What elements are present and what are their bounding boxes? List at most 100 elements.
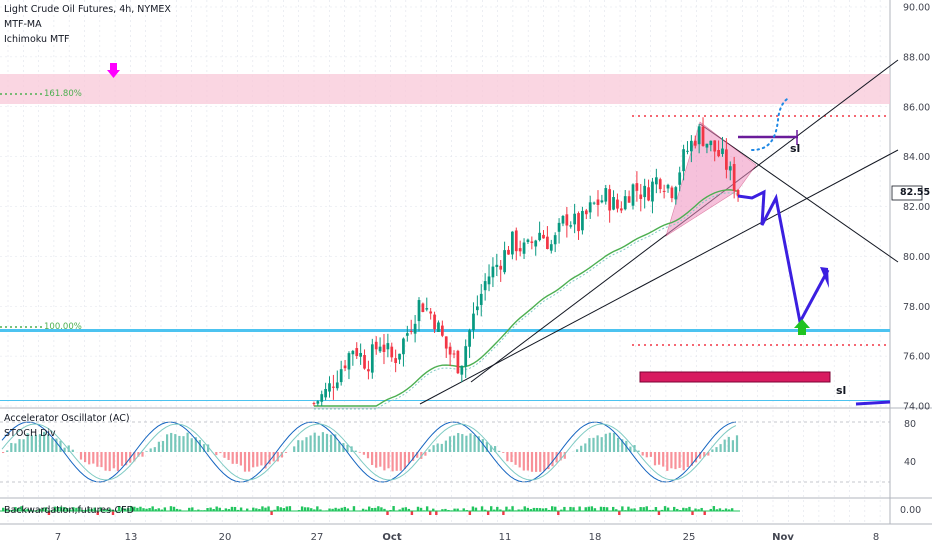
ac-bar bbox=[719, 444, 722, 452]
candle-body bbox=[616, 199, 619, 209]
backwardation-bar bbox=[657, 511, 661, 515]
time-tick-label: 20 bbox=[219, 532, 232, 543]
candle-body bbox=[499, 265, 503, 270]
backwardation-bar bbox=[139, 506, 142, 511]
ac-bar bbox=[223, 452, 226, 458]
ac-bar bbox=[313, 432, 316, 452]
candle-body bbox=[312, 403, 316, 405]
stoch-label[interactable]: STOCH Div bbox=[4, 428, 56, 439]
candle-body bbox=[444, 336, 448, 349]
backwardation-bar bbox=[401, 507, 404, 511]
candle-body bbox=[390, 346, 394, 358]
backwardation-bar bbox=[331, 508, 334, 511]
candle-body bbox=[569, 225, 573, 227]
ac-bar bbox=[198, 440, 201, 452]
backwardation-bar bbox=[499, 509, 502, 511]
candle-body bbox=[483, 281, 487, 291]
backwardation-bar bbox=[2, 507, 5, 511]
ac-bar bbox=[145, 451, 148, 452]
backwardation-bar bbox=[5, 509, 8, 511]
backwardation-bar bbox=[93, 507, 96, 511]
ac-bar bbox=[395, 452, 398, 471]
indicator-mtf-ma[interactable]: MTF-MA bbox=[4, 19, 42, 30]
candle-body bbox=[468, 330, 471, 347]
backwardation-bar bbox=[300, 506, 304, 511]
ac-bar bbox=[366, 452, 370, 459]
backwardation-bar bbox=[8, 509, 11, 511]
backwardation-bar bbox=[81, 509, 84, 511]
candle-body bbox=[670, 187, 674, 199]
ac-bar bbox=[666, 452, 669, 471]
backwardation-bar bbox=[215, 506, 218, 511]
backwardation-bar bbox=[700, 507, 703, 511]
candle-body bbox=[433, 314, 436, 330]
candle-body bbox=[600, 200, 604, 203]
ac-bar bbox=[498, 450, 501, 452]
ac-bar bbox=[67, 445, 70, 452]
candle-body bbox=[736, 190, 740, 197]
candle-body bbox=[701, 126, 705, 146]
backwardation-bar bbox=[163, 507, 167, 511]
candle-body bbox=[639, 194, 643, 199]
ac-bar bbox=[670, 452, 673, 469]
ac-bar bbox=[338, 441, 341, 452]
candle-body bbox=[347, 353, 351, 370]
candle-body bbox=[592, 202, 596, 204]
backwardation-bar bbox=[560, 509, 563, 511]
candle-body bbox=[682, 149, 685, 172]
ac-bar bbox=[84, 452, 87, 463]
candle-body bbox=[332, 386, 335, 388]
ac-bar bbox=[252, 452, 255, 468]
backwardation-bar bbox=[261, 506, 264, 511]
backwardation-bar bbox=[282, 508, 285, 511]
ac-bar bbox=[477, 436, 480, 452]
candle-body bbox=[686, 150, 689, 152]
ac-bar bbox=[461, 434, 464, 452]
ac-bar bbox=[457, 433, 460, 452]
backwardation-bar bbox=[526, 507, 529, 511]
backwardation-bar bbox=[66, 507, 69, 511]
time-tick-label: 18 bbox=[589, 532, 602, 543]
backwardation-bar bbox=[471, 506, 475, 511]
candle-body bbox=[440, 325, 444, 336]
candle-body bbox=[697, 126, 701, 145]
backwardation-bar bbox=[685, 508, 688, 511]
indicator-ichimoku[interactable]: Ichimoku MTF bbox=[4, 34, 70, 45]
ac-bar bbox=[387, 452, 390, 469]
ac-label[interactable]: Accelerator Oscillator (AC) bbox=[4, 413, 130, 424]
backwardation-bar bbox=[285, 506, 289, 511]
backwardation-label[interactable]: Backwardation,futures-CFD bbox=[4, 505, 134, 516]
ac-bar bbox=[284, 452, 288, 453]
ac-bar bbox=[469, 433, 472, 452]
ac-bar bbox=[489, 445, 493, 452]
ac-bar bbox=[88, 452, 91, 465]
backwardation-bar bbox=[407, 508, 411, 511]
backwardation-bar bbox=[511, 506, 514, 511]
backwardation-bar bbox=[532, 507, 536, 511]
backwardation-bar bbox=[648, 509, 651, 511]
candle-body bbox=[577, 213, 580, 232]
backwardation-bar bbox=[377, 506, 380, 511]
price-tick-label: 80.00 bbox=[903, 252, 930, 263]
backwardation-bar bbox=[273, 509, 276, 511]
ac-bar bbox=[723, 439, 726, 452]
ac-bar bbox=[637, 450, 640, 452]
ac-bar bbox=[215, 452, 218, 456]
backwardation-bar bbox=[425, 506, 429, 511]
ac-bar bbox=[522, 452, 525, 471]
ac-bar bbox=[219, 452, 222, 454]
backwardation-bar bbox=[276, 506, 279, 511]
candle-body bbox=[448, 346, 452, 355]
backwardation-bar bbox=[142, 508, 145, 511]
ac-bar bbox=[141, 452, 144, 457]
ac-bar bbox=[104, 452, 107, 471]
backwardation-bar bbox=[529, 509, 533, 511]
ac-bar bbox=[264, 452, 267, 469]
candle-body bbox=[359, 352, 362, 357]
ac-bar bbox=[658, 452, 661, 465]
ac-bar bbox=[547, 452, 550, 470]
ac-bar bbox=[248, 452, 251, 472]
candle-body bbox=[421, 303, 425, 312]
backwardation-bar bbox=[724, 508, 728, 511]
